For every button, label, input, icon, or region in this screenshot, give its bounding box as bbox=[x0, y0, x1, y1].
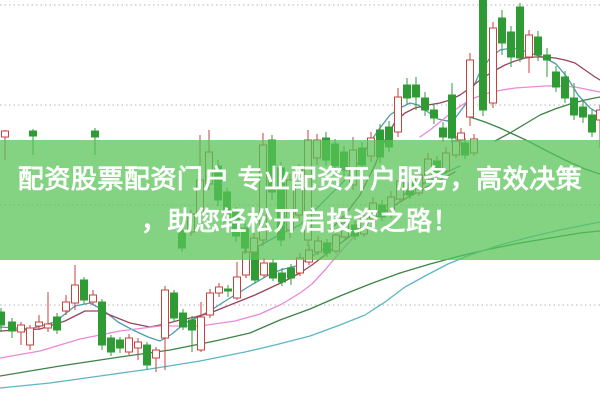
promo-text-line2: ，助您轻松开启投资之路！ bbox=[140, 206, 459, 236]
promo-text-line1: 配资股票配资门户 专业配资开户服务，高效决策 bbox=[17, 164, 583, 194]
promo-banner: 配资股票配资门户 专业配资开户服务，高效决策 ，助您轻松开启投资之路！ bbox=[0, 140, 600, 260]
